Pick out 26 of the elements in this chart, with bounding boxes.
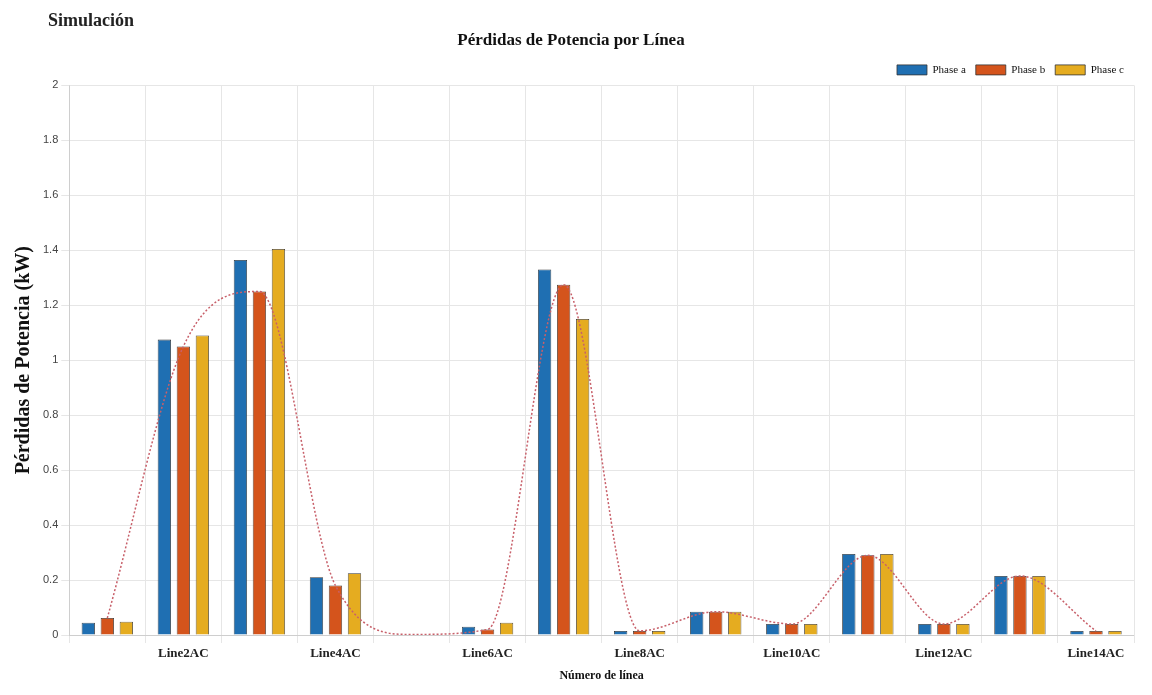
x-tick-label: Line6AC — [462, 645, 513, 661]
x-tick-label: Line4AC — [310, 645, 361, 661]
y-tick-label: 0.6 — [42, 463, 59, 476]
y-tick-label: 1.2 — [42, 298, 59, 311]
x-tick-label: Line14AC — [1067, 645, 1125, 661]
x-tick-label: Line12AC — [915, 645, 973, 661]
y-axis-title: Pérdidas de Potencia (kW) — [11, 246, 35, 475]
chart-title: Pérdidas de Potencia por Línea — [457, 29, 686, 49]
y-tick-label: 0 — [52, 628, 59, 641]
y-tick-label: 1.6 — [42, 188, 59, 201]
y-tick-label: 1 — [52, 353, 59, 366]
x-tick-label: Line10AC — [763, 645, 821, 661]
y-tick-label: 0.8 — [42, 408, 59, 421]
x-axis-title: Número de línea — [559, 667, 644, 682]
legend-label: Phase a — [932, 62, 966, 75]
legend-label: Phase b — [1011, 62, 1046, 75]
y-tick-label: 0.2 — [42, 573, 59, 586]
chart-subtitle: Simulación — [48, 9, 135, 30]
y-tick-label: 2 — [52, 78, 59, 91]
y-tick-label: 1.8 — [42, 133, 59, 146]
legend-label: Phase c — [1090, 62, 1125, 75]
y-tick-label: 1.4 — [42, 243, 59, 256]
x-tick-label: Line8AC — [614, 645, 665, 661]
line-series — [106, 283, 1097, 635]
x-tick-label: Line2AC — [158, 645, 209, 661]
y-tick-label: 0.4 — [42, 518, 59, 531]
